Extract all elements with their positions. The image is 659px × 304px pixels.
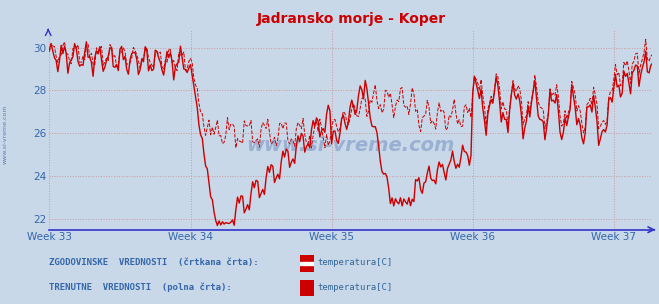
Bar bbox=[300, 262, 314, 265]
Title: Jadransko morje - Koper: Jadransko morje - Koper bbox=[256, 12, 445, 26]
Text: www.si-vreme.com: www.si-vreme.com bbox=[246, 136, 455, 155]
Text: temperatura[C]: temperatura[C] bbox=[318, 258, 393, 268]
Text: ZGODOVINSKE  VREDNOSTI  (črtkana črta):: ZGODOVINSKE VREDNOSTI (črtkana črta): bbox=[49, 258, 259, 268]
Text: www.si-vreme.com: www.si-vreme.com bbox=[3, 104, 8, 164]
Text: temperatura[C]: temperatura[C] bbox=[318, 283, 393, 292]
Text: TRENUTNE  VREDNOSTI  (polna črta):: TRENUTNE VREDNOSTI (polna črta): bbox=[49, 282, 232, 292]
